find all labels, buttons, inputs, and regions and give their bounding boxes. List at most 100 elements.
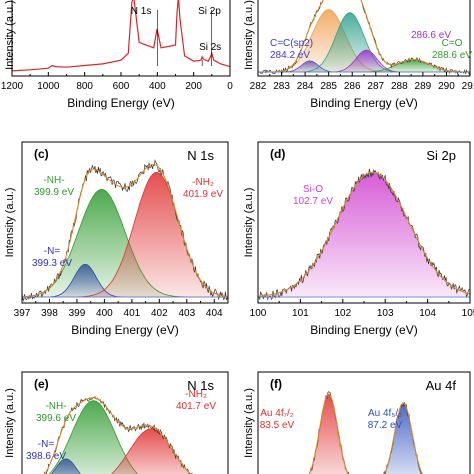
peak-label: -NH- [43,175,64,186]
peak-label: 401.9 eV [183,189,223,200]
peak-label: 87.2 eV [368,420,403,431]
peak-annotation: Si 2s [199,42,221,53]
x-tick-label: 105 [462,308,474,319]
x-tick-label: 400 [96,308,113,319]
panel-d: 100 101 102 103 104 105 Binding Energy (eV) Int… [243,141,474,337]
x-tick-label: 291 [462,81,474,92]
envelope-fit-line [22,163,228,298]
x-tick-label: 285 [320,81,337,92]
x-tick-label: 284 [297,81,314,92]
x-tick-label: 402 [151,308,168,319]
x-tick-label: 103 [377,308,394,319]
panel-frame [21,141,229,304]
peak-label: -N= [38,439,55,450]
x-tick-label: 200 [185,81,202,92]
peak-fill [258,171,470,298]
peak-label: 286.6 eV [411,30,451,41]
peak-fill [308,393,349,474]
x-tick-label: 400 [149,81,166,92]
peak-label: 83.5 eV [260,420,295,431]
x-tick-label: 289 [415,81,432,92]
x-tick-label: 401 [124,308,141,319]
y-axis-title: Intensity (a.u.) [243,188,255,258]
plot-area [308,391,423,474]
peak-label: C=O [442,38,463,49]
peak-label: -NH- [45,401,66,412]
x-tick-label: 1000 [37,81,60,92]
x-tick-label: 288 [391,81,408,92]
x-tick-label: 800 [76,81,93,92]
peak-fill [384,403,423,474]
x-axis-title: Binding Energy (eV) [71,323,178,337]
plot-area [258,0,470,76]
panel-title: N 1s [187,148,214,163]
x-tick-label: 403 [178,308,195,319]
x-axis-title: Binding Energy (eV) [310,323,417,337]
x-tick-label: 404 [206,308,223,319]
envelope-fit-line [308,393,423,474]
x-axis-title: Binding Energy (eV) [310,96,417,110]
peak-label: Au 4f₅/₂ [368,408,402,419]
y-axis-title: Intensity (a.u.) [243,388,255,458]
peak-label: 398.6 eV [26,451,66,462]
panel-a: 1200 1000 800 600 400 200 0 Binding Energy (eV)… [1,0,233,110]
peak-label: -N= [44,246,61,257]
peak-annotation: N 1s [131,6,152,17]
panel-title: Au 4f [426,378,457,393]
envelope-fit-line [258,0,470,73]
plot-area [12,0,230,72]
x-tick-label: 102 [334,308,351,319]
panel-title: Si 2p [426,148,456,163]
peak-label: 288.6 eV [432,50,472,61]
peak-label: 401.7 eV [176,401,216,412]
y-axis-title: Intensity (a.u.) [4,0,16,70]
panel-b: 282 283 284 285 286 287 288 289 290 291 Binding En… [243,0,474,110]
x-tick-label: 100 [250,308,267,319]
envelope-fit-line [258,171,470,297]
peak-label: 399.6 eV [36,413,76,424]
raw-data-line [309,391,423,474]
x-tick-label: 397 [14,308,31,319]
x-tick-label: 600 [113,81,130,92]
y-axis-title: Intensity (a.u.) [243,0,255,70]
panel-label: (f) [270,377,282,391]
peak-label: 399.9 eV [34,187,74,198]
x-tick-label: 290 [438,81,455,92]
x-tick-label: 399 [69,308,86,319]
plot-area [22,159,228,302]
x-tick-label: 398 [41,308,58,319]
peak-label: -NH₂ [192,177,214,188]
peak-label: -NH₂ [185,389,207,400]
x-tick-label: 282 [250,81,267,92]
y-axis-title: Intensity (a.u.) [4,188,16,258]
plot-area [43,396,193,474]
peak-label: 102.7 eV [293,196,333,207]
panel-frame [21,371,229,474]
x-tick-label: 283 [273,81,290,92]
peak-label: C=C(sp2) [270,38,313,49]
x-axis-title: Binding Energy (eV) [67,96,174,110]
envelope-fit-line [43,397,192,474]
x-tick-label: 0 [227,81,233,92]
x-tick-label: 104 [419,308,436,319]
peak-label: Au 4f₇/₂ [260,408,294,419]
panel-f: Intensity (a.u.) (f) Au 4f Au 4f₇/₂83.5 eV A… [243,371,471,474]
survey-spectrum-line [12,0,230,72]
panel-label: (e) [34,377,49,391]
y-axis-title: Intensity (a.u.) [4,388,16,458]
peak-label: 284.2 eV [270,50,310,61]
x-tick-label: 1200 [1,81,24,92]
panel-frame [257,371,471,474]
peak-label: 399.3 eV [32,258,72,269]
peak-fill [48,400,139,474]
x-tick-label: 287 [367,81,384,92]
panel-label: (d) [270,147,285,161]
peak-label: Si-O [303,184,323,195]
plot-area [258,168,470,301]
panel-e: Intensity (a.u.) (e) N 1s -N=398.6 eV -NH-39… [4,371,229,474]
x-tick-label: 286 [344,81,361,92]
x-tick-label: 101 [292,308,309,319]
peak-annotation: Si 2p [198,6,221,17]
panel-label: (c) [34,147,49,161]
